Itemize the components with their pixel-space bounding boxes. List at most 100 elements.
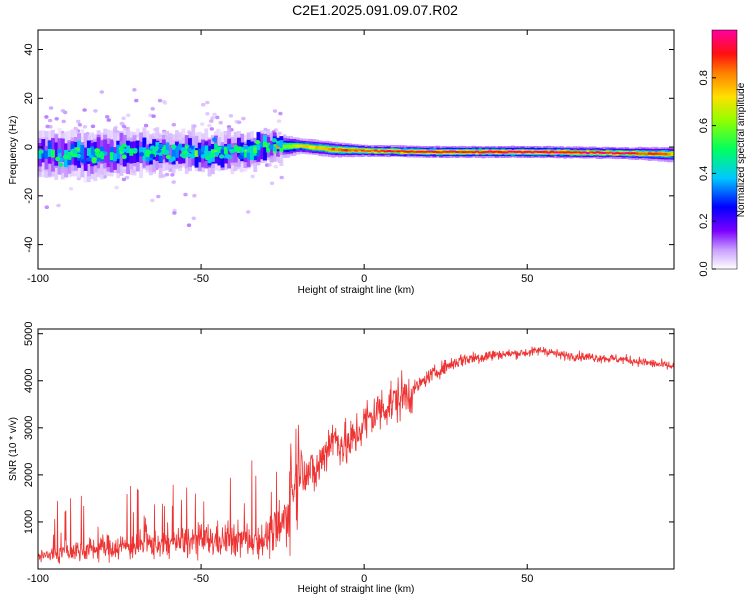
heatmap-cell xyxy=(194,148,199,168)
heatmap-speckle xyxy=(157,98,163,103)
heatmap-speckle xyxy=(120,121,125,126)
heatmap-blob xyxy=(224,153,230,159)
heatmap-cell xyxy=(432,150,437,153)
heatmap-cell xyxy=(86,147,91,156)
heatmap-blob xyxy=(149,153,155,159)
heatmap-cell xyxy=(602,152,607,154)
heatmap-cell xyxy=(631,152,636,155)
heatmap-cell xyxy=(618,152,623,155)
heatmap-cell xyxy=(103,139,108,163)
heatmap-speckle xyxy=(99,90,105,94)
heatmap-cell xyxy=(465,151,470,153)
heatmap-cell xyxy=(237,146,241,153)
heatmap-speckle xyxy=(191,216,196,221)
heatmap-cell xyxy=(507,150,512,153)
heatmap-cell xyxy=(530,151,535,154)
heatmap-blob xyxy=(276,142,282,147)
heatmap-cell xyxy=(344,149,349,152)
heatmap-cell xyxy=(452,150,457,153)
heatmap-cell xyxy=(491,151,496,153)
colorbar-tick-label: 0.0 xyxy=(698,261,710,276)
heatmap-blob xyxy=(80,159,86,164)
heatmap-blob xyxy=(138,152,145,157)
heatmap-speckle xyxy=(68,187,74,191)
heatmap-speckle xyxy=(209,127,214,131)
heatmap-cell xyxy=(674,150,678,158)
heatmap-x-tick-label: 50 xyxy=(521,273,533,285)
colorbar-tick-label: 0.4 xyxy=(698,166,710,181)
heatmap-speckle xyxy=(60,109,66,113)
heatmap-cell xyxy=(295,144,300,148)
heatmap-speckle xyxy=(276,119,282,123)
heatmap-cell xyxy=(256,144,261,150)
heatmap-cell xyxy=(308,146,313,149)
heatmap-cell xyxy=(501,151,505,154)
heatmap-blob xyxy=(209,153,215,158)
heatmap-blob xyxy=(165,154,171,160)
heatmap-cell xyxy=(318,146,323,150)
heatmap-cell xyxy=(439,151,444,154)
heatmap-cell xyxy=(608,151,613,154)
heatmap-speckle xyxy=(250,174,255,179)
heatmap-cell xyxy=(510,150,515,153)
heatmap-cell xyxy=(641,152,646,155)
heatmap-speckle xyxy=(200,122,205,126)
heatmap-speckle xyxy=(228,114,234,118)
heatmap-cell xyxy=(651,152,656,156)
colorbar-tick-label: 0.8 xyxy=(698,70,710,85)
heatmap-cell xyxy=(113,153,117,162)
heatmap-speckle xyxy=(106,118,112,122)
heatmap-cell xyxy=(449,150,453,153)
heatmap-cell xyxy=(44,150,49,159)
heatmap-cell xyxy=(331,147,336,151)
heatmap-blob xyxy=(99,152,105,157)
heatmap-cell xyxy=(442,150,447,153)
snr-x-tick-label: -50 xyxy=(193,573,209,585)
heatmap-y-tick-label: -20 xyxy=(23,188,35,204)
heatmap-speckle xyxy=(134,98,139,103)
heatmap-speckle xyxy=(126,113,131,118)
heatmap-cell xyxy=(387,150,391,152)
heatmap-cell xyxy=(589,151,594,154)
heatmap-x-axis-label: Height of straight line (km) xyxy=(298,285,415,296)
heatmap-cell xyxy=(109,152,114,161)
heatmap-speckle xyxy=(170,173,175,177)
heatmap-speckle xyxy=(45,124,50,129)
heatmap-cell xyxy=(57,149,62,158)
heatmap-cell xyxy=(139,147,143,155)
heatmap-blob xyxy=(212,137,218,142)
heatmap-cell xyxy=(445,150,450,153)
heatmap-cell xyxy=(364,150,369,152)
heatmap-cell xyxy=(41,149,46,158)
heatmap-cell xyxy=(605,151,610,154)
heatmap-cell xyxy=(422,150,427,153)
snr-x-axis-label: Height of straight line (km) xyxy=(298,584,415,595)
heatmap-cell xyxy=(298,144,303,148)
heatmap-cell xyxy=(168,144,173,165)
heatmap-blob xyxy=(239,148,245,153)
heatmap-cell xyxy=(462,151,466,154)
heatmap-cell xyxy=(520,151,525,154)
heatmap-cell xyxy=(292,144,297,148)
snr-frame xyxy=(37,328,675,570)
heatmap-cell xyxy=(458,150,463,153)
heatmap-speckle xyxy=(76,119,81,124)
heatmap-cell xyxy=(64,149,68,158)
heatmap-cell xyxy=(201,145,205,153)
heatmap-cell xyxy=(657,152,662,155)
heatmap-blob xyxy=(94,148,100,153)
heatmap-cell xyxy=(217,146,222,154)
heatmap-speckle xyxy=(54,117,59,121)
heatmap-cell xyxy=(595,151,600,154)
heatmap-speckle xyxy=(47,118,53,123)
heatmap-blob xyxy=(271,138,277,143)
heatmap-cell xyxy=(426,150,430,153)
heatmap-cell xyxy=(638,152,642,155)
heatmap-speckle xyxy=(150,107,155,111)
heatmap-cell xyxy=(171,149,176,157)
heatmap-cell xyxy=(302,145,307,148)
heatmap-cell xyxy=(628,152,633,155)
heatmap-cell xyxy=(204,150,209,157)
heatmap-speckle xyxy=(143,123,149,128)
